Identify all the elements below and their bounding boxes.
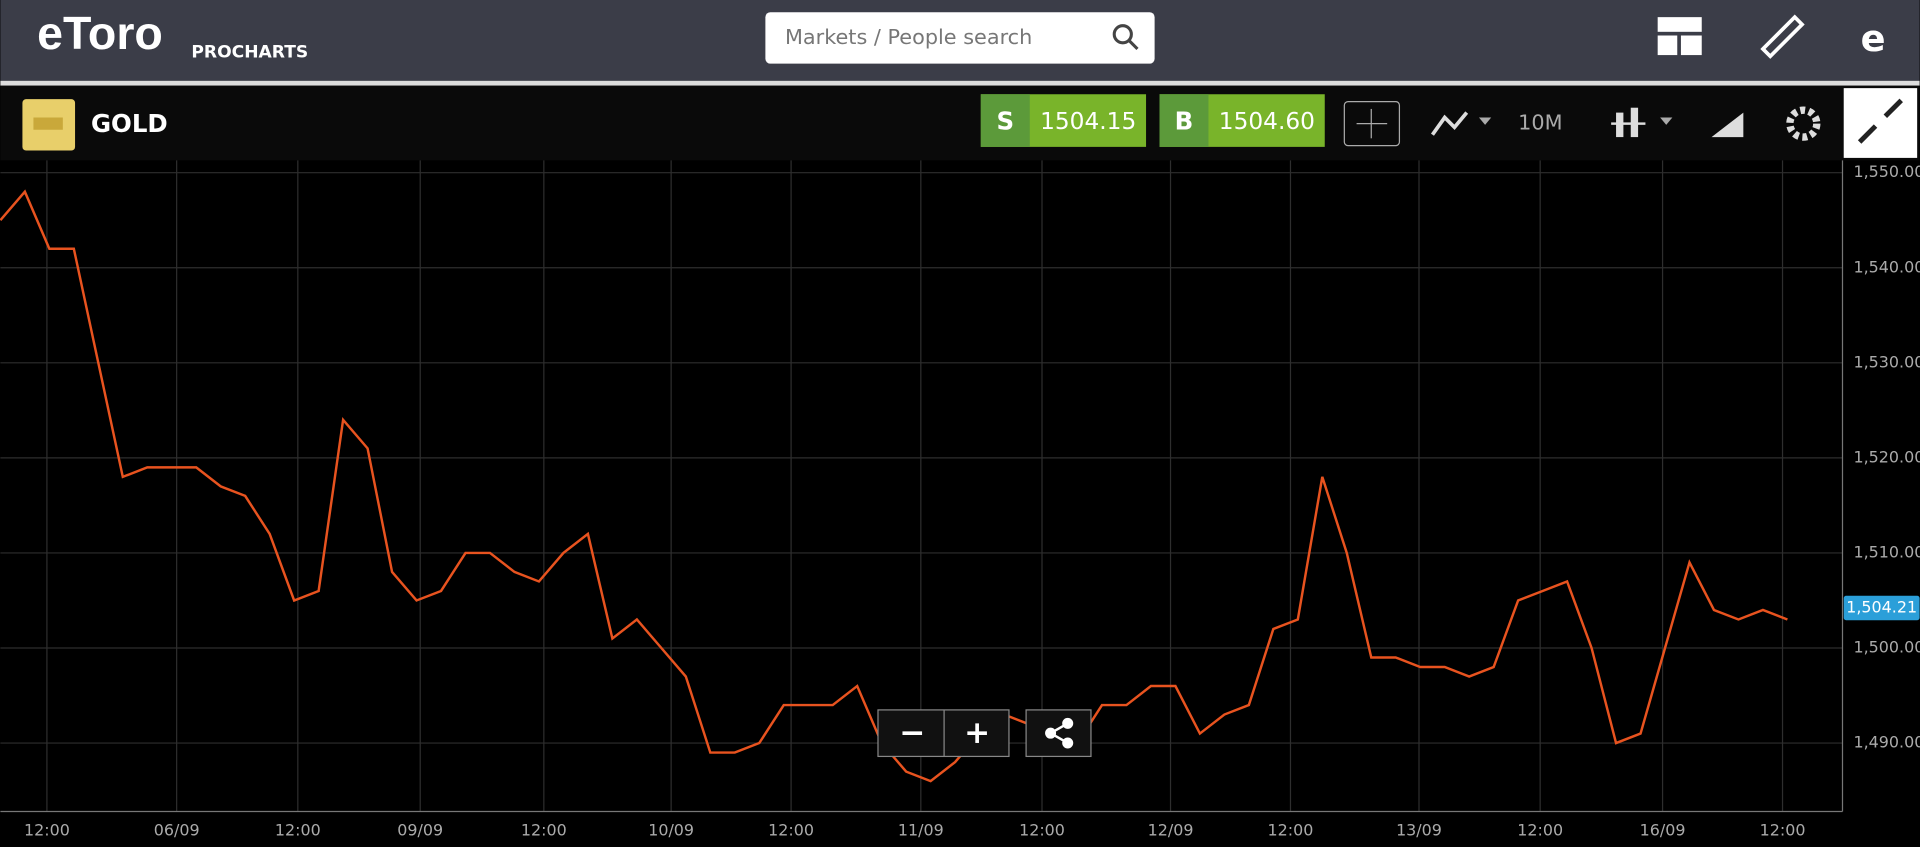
instrument-name: GOLD: [91, 109, 168, 138]
x-tick-label: 12:00: [24, 821, 70, 840]
logo-subtitle: PROCHARTS: [191, 43, 308, 63]
indicator-icon[interactable]: [1430, 111, 1469, 136]
y-tick-label: 1,550.00: [1854, 162, 1920, 181]
sell-price: 1504.15: [1040, 108, 1136, 135]
x-tick-label: 12:00: [1019, 821, 1065, 840]
buy-price: 1504.60: [1219, 108, 1315, 135]
user-icon[interactable]: e: [1861, 17, 1886, 60]
crosshair-icon: [1356, 108, 1388, 139]
layout-icon[interactable]: [1657, 17, 1702, 56]
x-tick-label: 13/09: [1396, 821, 1442, 840]
search-placeholder: Markets / People search: [785, 25, 1032, 49]
zoom-in[interactable]: [967, 723, 987, 743]
zoom-controls: [877, 709, 1092, 758]
x-tick-label: 12:00: [521, 821, 567, 840]
divider: [0, 80, 1920, 86]
x-tick-label: 16/09: [1640, 821, 1686, 840]
buy-label-bg: [1159, 94, 1209, 147]
y-tick-label: 1,530.00: [1854, 352, 1920, 371]
share-icon: [1045, 717, 1074, 749]
sell-label-bg: [980, 94, 1030, 147]
price-line: [0, 189, 1788, 783]
x-tick-label: 12:00: [1760, 821, 1806, 840]
timeframe[interactable]: 10M: [1518, 111, 1562, 135]
search-box[interactable]: [765, 12, 1155, 64]
sell-label: S: [996, 106, 1014, 135]
y-tick-label: 1,500.00: [1854, 638, 1920, 657]
x-tick-label: 12:00: [1517, 821, 1563, 840]
y-tick-label: 1,490.00: [1854, 733, 1920, 752]
last-price-tag: [1843, 595, 1920, 621]
instrument-icon-bar: [33, 117, 63, 130]
x-tick-label: 09/09: [397, 821, 443, 840]
x-tick-label: 06/09: [154, 821, 200, 840]
share-button[interactable]: [1025, 709, 1092, 758]
dropdown-arrow: [1478, 117, 1492, 125]
y-tick-label: 1,520.00: [1854, 447, 1920, 466]
chart-type-icon[interactable]: [1611, 107, 1646, 138]
fullscreen-button[interactable]: [1843, 88, 1918, 158]
logo[interactable]: eToro: [37, 7, 163, 59]
x-tick-label: 12:00: [1268, 821, 1314, 840]
x-tick-label: 12:00: [275, 821, 321, 840]
drawing-icon[interactable]: [1711, 112, 1744, 138]
toolbar: [0, 85, 1920, 161]
buy-label: B: [1175, 106, 1194, 135]
x-tick-label: 11/09: [898, 821, 944, 840]
search-icon: [1112, 24, 1139, 51]
last-price-label: 1,504.21: [1846, 597, 1917, 616]
dropdown-arrow: [1660, 117, 1673, 125]
pen-icon[interactable]: [1760, 14, 1805, 59]
collapse-icon: [1857, 98, 1903, 144]
x-tick-label: 12:00: [768, 821, 814, 840]
y-tick-label: 1,510.00: [1854, 542, 1920, 561]
x-tick-label: 12/09: [1148, 821, 1194, 840]
y-tick-label: 1,540.00: [1854, 257, 1920, 276]
crosshair-button[interactable]: [1343, 100, 1401, 147]
x-tick-label: 10/09: [648, 821, 694, 840]
settings-icon[interactable]: [1786, 106, 1821, 141]
